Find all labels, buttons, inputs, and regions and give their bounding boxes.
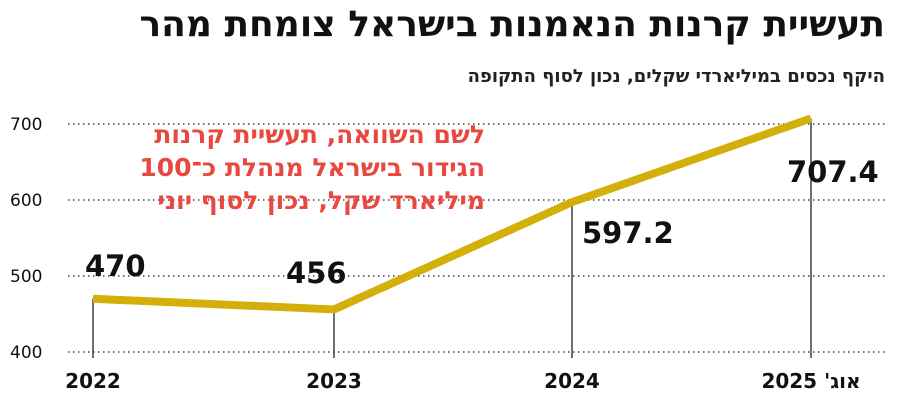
data-label: 597.2 [582,216,674,250]
x-tick-label: 2024 [544,369,600,393]
x-tick-labels: 2022 2023 2024 אוג' 2025 [65,369,860,393]
data-label: 456 [286,256,347,290]
y-tick-label: 400 [10,343,42,363]
x-tick-label: אוג' 2025 [761,369,860,393]
x-tick-label: 2022 [65,369,121,393]
annotation-line: הגידור בישראל מנהלת כ־100 [139,153,485,182]
x-tick-label: 2023 [306,369,362,393]
chart-title: תעשיית קרנות הנאמנות בישראל צומחת מהר [139,4,885,45]
y-tick-label: 600 [10,191,42,211]
y-tick-label: 500 [10,267,42,287]
annotation-line: לשם השוואה, תעשיית קרנות [154,120,485,149]
gridlines [68,123,885,353]
y-tick-labels: 400 500 600 700 [10,115,42,363]
data-label: 707.4 [787,155,879,189]
data-labels: 470 456 597.2 707.4 [85,155,879,290]
data-label: 470 [85,249,146,283]
annotation-line: מיליארד שקל, נכון לסוף יוני [157,186,485,215]
drop-lines [92,118,812,358]
chart-subtitle: היקף נכסים במיליארדי שקלים, נכון לסוף הת… [467,66,885,87]
comparison-annotation: לשם השוואה, תעשיית קרנות הגידור בישראל מ… [139,118,485,217]
series-line [92,114,813,314]
y-tick-label: 700 [10,115,42,135]
